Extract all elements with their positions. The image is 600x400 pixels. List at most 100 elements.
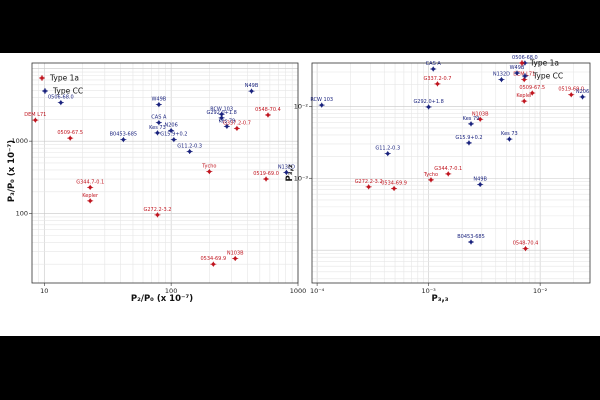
point-label: G11.2-0.3 — [375, 146, 400, 152]
point-label: G15.9+0.2 — [160, 132, 187, 138]
point-label: 0506-68.0 — [512, 55, 538, 61]
point-label: 0509-67.5 — [519, 85, 545, 91]
series-type-1a: DEM L71 0509-67.5 G344.7-0.1 Kepler G272.2-3… — [24, 107, 281, 267]
data-point — [33, 117, 38, 123]
point-label: 0519-69.0 — [558, 87, 584, 93]
point-label: 0534-69.9 — [200, 256, 226, 262]
point-label: B0453-685 — [457, 234, 485, 240]
y-tick-label: 1000 — [11, 137, 28, 145]
point-label: G292.0+1.8 — [413, 99, 443, 105]
legend-marker — [43, 89, 47, 93]
point-label: N103B — [227, 250, 244, 256]
data-point — [468, 239, 474, 245]
legend-entry: Type 1a — [49, 74, 79, 83]
point-label: N206 — [576, 89, 589, 95]
legend-entry: Type CC — [532, 72, 563, 81]
data-point — [319, 102, 324, 108]
point-label: Kes 73 — [501, 131, 518, 137]
legend-entry: Type CC — [52, 87, 83, 96]
legend-marker — [520, 61, 524, 65]
data-point — [385, 151, 391, 156]
data-point — [155, 130, 160, 136]
data-point — [156, 102, 162, 107]
legend-marker — [523, 74, 527, 78]
point-label: W49B — [151, 97, 166, 103]
data-point — [391, 186, 397, 191]
point-label: CAS A — [426, 61, 442, 67]
point-label: 0519-69.0 — [253, 171, 279, 177]
point-label: Tycho — [423, 172, 438, 178]
y-axis-label: P₃,₂ — [285, 164, 295, 181]
data-point — [171, 137, 177, 142]
data-point — [426, 104, 431, 110]
point-label: N206 — [164, 123, 177, 129]
point-label: B0453-685 — [110, 132, 138, 138]
point-label: G344.7-0.1 — [434, 166, 462, 172]
y-axis-label: P₃/P₀ (x 10⁻⁷) — [7, 140, 17, 202]
legend: Type 1a Type CC — [519, 59, 563, 81]
point-label: N132D — [278, 164, 295, 170]
point-label: G337.2-0.7 — [423, 76, 451, 82]
legend: Type 1a Type CC — [39, 74, 83, 96]
data-point — [58, 100, 64, 105]
point-label: G292.0+1.8 — [206, 110, 236, 116]
data-point — [263, 176, 269, 182]
x-tick-label: 10⁻³ — [421, 287, 436, 295]
data-point — [219, 115, 224, 121]
y-tick-label: 10⁻² — [294, 102, 309, 110]
data-point — [466, 140, 472, 146]
point-label: 0509-67.5 — [57, 130, 83, 136]
x-axis-label: P₂/P₀ (x 10⁻⁷) — [131, 294, 193, 304]
data-point — [219, 112, 224, 117]
data-point — [249, 88, 254, 94]
point-label: N49B — [245, 83, 259, 89]
x-tick-label: 100 — [165, 287, 177, 295]
plot-frame — [311, 62, 591, 284]
plot-frame — [31, 62, 299, 284]
point-label: N132D — [493, 72, 510, 78]
data-point — [156, 120, 162, 125]
chart-panel-1: 10 100 1000 100 1000 P₂/P₀ (x 10⁻⁷) P₃/P₀ (x 1… — [7, 62, 307, 304]
y-tick-label: 100 — [16, 210, 28, 218]
data-point — [499, 77, 504, 82]
point-label: Kes 79 — [219, 118, 236, 124]
point-label: 0506-68.0 — [48, 95, 74, 101]
point-label: Kes 73 — [149, 125, 166, 131]
legend-marker — [40, 76, 44, 80]
data-point — [435, 81, 440, 87]
data-point — [211, 261, 216, 267]
data-point — [580, 94, 585, 100]
point-label: Kes 79 — [463, 116, 480, 122]
x-tick-label: 1000 — [290, 287, 307, 295]
data-point — [507, 136, 512, 142]
point-label: Kepler — [82, 193, 99, 199]
point-label: RCW 103 — [210, 106, 233, 112]
point-label: G337.2-0.7 — [223, 120, 251, 126]
point-label: G11.2-0.3 — [177, 143, 202, 149]
x-tick-label: 10 — [40, 287, 48, 295]
point-label: Kepler — [516, 93, 533, 99]
data-point — [67, 135, 73, 141]
point-label: N103B — [472, 111, 489, 117]
legend-entry: Type 1a — [529, 59, 559, 68]
point-label: 0548-70.4 — [513, 241, 539, 247]
point-label: 0548-70.4 — [255, 107, 281, 113]
point-label: 0534-69.9 — [381, 181, 407, 187]
data-point — [187, 149, 192, 154]
data-point — [224, 124, 230, 129]
chart-panel-2: 10⁻⁴ 10⁻³ 10⁻²10⁻³10⁻²P₃,₃P₃,₂G337.2-0.7DE… — [285, 55, 591, 304]
x-tick-label: 10⁻⁴ — [310, 287, 325, 295]
data-point — [430, 66, 436, 72]
point-label: Tycho — [201, 164, 216, 170]
chart-canvas: 10 100 1000 100 1000 P₂/P₀ (x 10⁻⁷) P₃/P₀ (x 1… — [7, 55, 591, 304]
point-label: DEM L71 — [24, 112, 46, 118]
figure-panel: 10 100 1000 100 1000 P₂/P₀ (x 10⁻⁷) P₃/P₀ (x 1… — [0, 53, 600, 336]
data-point — [87, 198, 93, 204]
data-point — [207, 169, 212, 174]
point-label: G272.2-3.2 — [355, 179, 383, 185]
x-axis-label: P₃,₃ — [432, 294, 449, 304]
point-label: N49B — [473, 176, 487, 182]
data-point — [234, 126, 240, 131]
